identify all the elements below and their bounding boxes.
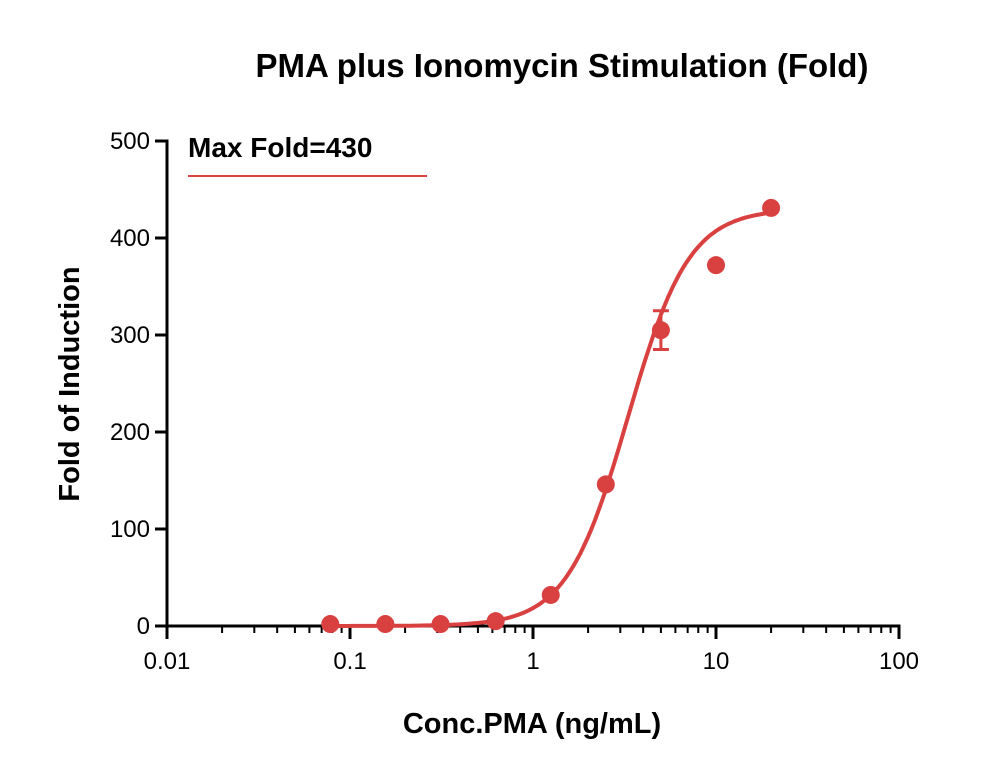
y-tick-label: 300: [110, 322, 150, 349]
y-tick-label: 500: [110, 128, 150, 155]
x-tick-label: 10: [703, 648, 730, 675]
data-points-group: [321, 198, 781, 634]
data-point: [486, 612, 505, 631]
y-tick-label: 100: [110, 516, 150, 543]
axes: 0 100 200 300 400 500 0.01 0.1 1 10 100: [110, 128, 919, 675]
x-axis-title: Conc.PMA (ng/mL): [403, 708, 661, 740]
y-axis-title: Fold of Induction: [54, 266, 86, 501]
data-point: [376, 615, 395, 634]
chart-title: PMA plus Ionomycin Stimulation (Fold): [256, 47, 869, 84]
data-point: [541, 585, 560, 604]
y-tick-label: 0: [137, 613, 150, 640]
x-tick-label: 0.01: [144, 648, 191, 675]
x-tick-label: 0.1: [333, 648, 366, 675]
max-fold-annotation: Max Fold=430: [188, 132, 372, 163]
data-point: [596, 475, 615, 494]
data-point: [707, 256, 725, 275]
data-point: [651, 321, 670, 340]
x-tick-label: 100: [879, 648, 919, 675]
y-tick-label: 400: [110, 225, 150, 252]
fit-curve-group: [330, 210, 772, 628]
data-point: [762, 198, 781, 217]
fit-curve: [330, 210, 772, 628]
y-tick-label: 200: [110, 419, 150, 446]
x-tick-label: 1: [526, 648, 539, 675]
data-point: [431, 615, 450, 634]
data-point: [321, 615, 340, 634]
